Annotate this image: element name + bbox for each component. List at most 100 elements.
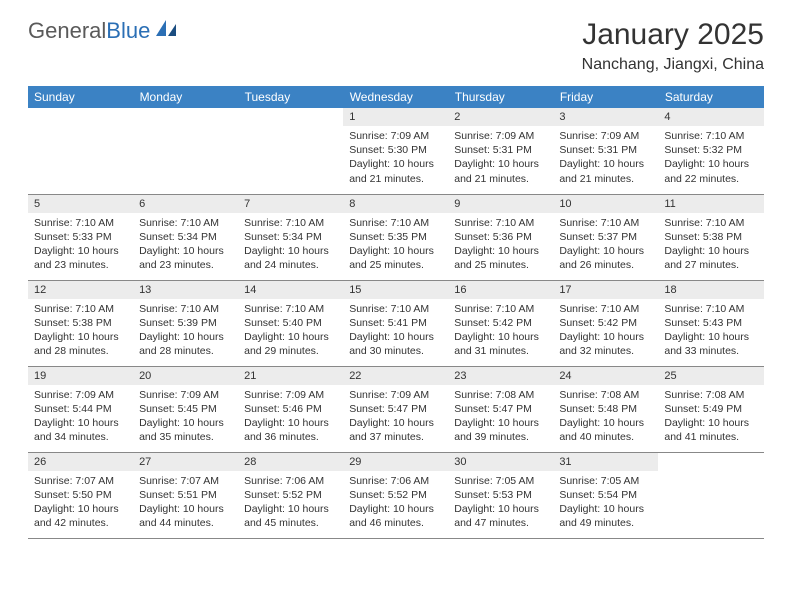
day-number: 1 [343,108,448,126]
calendar-day-cell: 12Sunrise: 7:10 AMSunset: 5:38 PMDayligh… [28,280,133,366]
calendar-day-cell: 24Sunrise: 7:08 AMSunset: 5:48 PMDayligh… [553,366,658,452]
calendar-day-cell [238,108,343,194]
logo: GeneralBlue [28,18,180,44]
calendar-day-cell: 7Sunrise: 7:10 AMSunset: 5:34 PMDaylight… [238,194,343,280]
day-data: Sunrise: 7:10 AMSunset: 5:35 PMDaylight:… [343,213,448,277]
day-data: Sunrise: 7:10 AMSunset: 5:39 PMDaylight:… [133,299,238,363]
day-number: 28 [238,453,343,471]
day-data: Sunrise: 7:08 AMSunset: 5:49 PMDaylight:… [658,385,763,449]
calendar-week-row: 12Sunrise: 7:10 AMSunset: 5:38 PMDayligh… [28,280,764,366]
calendar-day-cell: 23Sunrise: 7:08 AMSunset: 5:47 PMDayligh… [448,366,553,452]
day-data: Sunrise: 7:07 AMSunset: 5:51 PMDaylight:… [133,471,238,535]
day-number: 15 [343,281,448,299]
day-number: 16 [448,281,553,299]
weekday-header: Thursday [448,86,553,108]
month-title: January 2025 [582,18,764,52]
day-data: Sunrise: 7:08 AMSunset: 5:48 PMDaylight:… [553,385,658,449]
day-number: 20 [133,367,238,385]
day-number: 22 [343,367,448,385]
weekday-header: Sunday [28,86,133,108]
calendar-day-cell: 19Sunrise: 7:09 AMSunset: 5:44 PMDayligh… [28,366,133,452]
day-data: Sunrise: 7:09 AMSunset: 5:46 PMDaylight:… [238,385,343,449]
calendar-week-row: 19Sunrise: 7:09 AMSunset: 5:44 PMDayligh… [28,366,764,452]
day-number: 8 [343,195,448,213]
day-number: 30 [448,453,553,471]
day-data: Sunrise: 7:10 AMSunset: 5:32 PMDaylight:… [658,126,763,190]
day-number: 12 [28,281,133,299]
day-data: Sunrise: 7:10 AMSunset: 5:43 PMDaylight:… [658,299,763,363]
calendar-day-cell: 15Sunrise: 7:10 AMSunset: 5:41 PMDayligh… [343,280,448,366]
day-number: 25 [658,367,763,385]
day-number: 10 [553,195,658,213]
calendar-day-cell: 28Sunrise: 7:06 AMSunset: 5:52 PMDayligh… [238,452,343,538]
calendar-week-row: 26Sunrise: 7:07 AMSunset: 5:50 PMDayligh… [28,452,764,538]
day-number: 21 [238,367,343,385]
calendar-day-cell: 11Sunrise: 7:10 AMSunset: 5:38 PMDayligh… [658,194,763,280]
location: Nanchang, Jiangxi, China [582,56,764,74]
calendar-day-cell: 27Sunrise: 7:07 AMSunset: 5:51 PMDayligh… [133,452,238,538]
day-number: 4 [658,108,763,126]
day-data: Sunrise: 7:09 AMSunset: 5:31 PMDaylight:… [448,126,553,190]
calendar-day-cell: 13Sunrise: 7:10 AMSunset: 5:39 PMDayligh… [133,280,238,366]
calendar-day-cell: 4Sunrise: 7:10 AMSunset: 5:32 PMDaylight… [658,108,763,194]
day-data: Sunrise: 7:09 AMSunset: 5:30 PMDaylight:… [343,126,448,190]
day-number: 5 [28,195,133,213]
calendar-day-cell: 14Sunrise: 7:10 AMSunset: 5:40 PMDayligh… [238,280,343,366]
day-number: 31 [553,453,658,471]
calendar-day-cell: 18Sunrise: 7:10 AMSunset: 5:43 PMDayligh… [658,280,763,366]
day-data: Sunrise: 7:09 AMSunset: 5:47 PMDaylight:… [343,385,448,449]
weekday-header: Saturday [658,86,763,108]
day-data: Sunrise: 7:10 AMSunset: 5:33 PMDaylight:… [28,213,133,277]
calendar-day-cell: 8Sunrise: 7:10 AMSunset: 5:35 PMDaylight… [343,194,448,280]
calendar-day-cell: 9Sunrise: 7:10 AMSunset: 5:36 PMDaylight… [448,194,553,280]
calendar-day-cell: 5Sunrise: 7:10 AMSunset: 5:33 PMDaylight… [28,194,133,280]
logo-text-blue: Blue [106,18,150,44]
day-data: Sunrise: 7:09 AMSunset: 5:45 PMDaylight:… [133,385,238,449]
calendar-day-cell: 29Sunrise: 7:06 AMSunset: 5:52 PMDayligh… [343,452,448,538]
calendar-header-row: SundayMondayTuesdayWednesdayThursdayFrid… [28,86,764,108]
calendar-day-cell [28,108,133,194]
calendar-day-cell: 17Sunrise: 7:10 AMSunset: 5:42 PMDayligh… [553,280,658,366]
day-number: 11 [658,195,763,213]
day-number: 18 [658,281,763,299]
day-data: Sunrise: 7:10 AMSunset: 5:42 PMDaylight:… [553,299,658,363]
sail-icon [154,18,180,44]
calendar-day-cell [658,452,763,538]
calendar-table: SundayMondayTuesdayWednesdayThursdayFrid… [28,86,764,539]
weekday-header: Friday [553,86,658,108]
day-data: Sunrise: 7:06 AMSunset: 5:52 PMDaylight:… [238,471,343,535]
day-number: 7 [238,195,343,213]
calendar-day-cell: 25Sunrise: 7:08 AMSunset: 5:49 PMDayligh… [658,366,763,452]
day-number: 13 [133,281,238,299]
calendar-week-row: 1Sunrise: 7:09 AMSunset: 5:30 PMDaylight… [28,108,764,194]
day-number: 27 [133,453,238,471]
day-number: 2 [448,108,553,126]
calendar-day-cell: 26Sunrise: 7:07 AMSunset: 5:50 PMDayligh… [28,452,133,538]
day-data: Sunrise: 7:07 AMSunset: 5:50 PMDaylight:… [28,471,133,535]
day-number: 29 [343,453,448,471]
calendar-day-cell: 21Sunrise: 7:09 AMSunset: 5:46 PMDayligh… [238,366,343,452]
header: GeneralBlue January 2025 Nanchang, Jiang… [0,0,792,82]
calendar-day-cell: 6Sunrise: 7:10 AMSunset: 5:34 PMDaylight… [133,194,238,280]
calendar-day-cell: 31Sunrise: 7:05 AMSunset: 5:54 PMDayligh… [553,452,658,538]
day-number: 6 [133,195,238,213]
day-data: Sunrise: 7:10 AMSunset: 5:41 PMDaylight:… [343,299,448,363]
weekday-header: Wednesday [343,86,448,108]
calendar-day-cell: 20Sunrise: 7:09 AMSunset: 5:45 PMDayligh… [133,366,238,452]
day-data: Sunrise: 7:10 AMSunset: 5:42 PMDaylight:… [448,299,553,363]
day-number: 14 [238,281,343,299]
calendar-day-cell: 2Sunrise: 7:09 AMSunset: 5:31 PMDaylight… [448,108,553,194]
calendar-body: 1Sunrise: 7:09 AMSunset: 5:30 PMDaylight… [28,108,764,538]
day-number: 23 [448,367,553,385]
calendar-week-row: 5Sunrise: 7:10 AMSunset: 5:33 PMDaylight… [28,194,764,280]
day-data: Sunrise: 7:09 AMSunset: 5:44 PMDaylight:… [28,385,133,449]
calendar-day-cell: 16Sunrise: 7:10 AMSunset: 5:42 PMDayligh… [448,280,553,366]
logo-text-gray: General [28,18,106,44]
day-data: Sunrise: 7:10 AMSunset: 5:38 PMDaylight:… [28,299,133,363]
day-data: Sunrise: 7:09 AMSunset: 5:31 PMDaylight:… [553,126,658,190]
weekday-header: Monday [133,86,238,108]
day-data: Sunrise: 7:10 AMSunset: 5:37 PMDaylight:… [553,213,658,277]
day-number: 9 [448,195,553,213]
calendar-day-cell: 3Sunrise: 7:09 AMSunset: 5:31 PMDaylight… [553,108,658,194]
calendar-day-cell: 22Sunrise: 7:09 AMSunset: 5:47 PMDayligh… [343,366,448,452]
